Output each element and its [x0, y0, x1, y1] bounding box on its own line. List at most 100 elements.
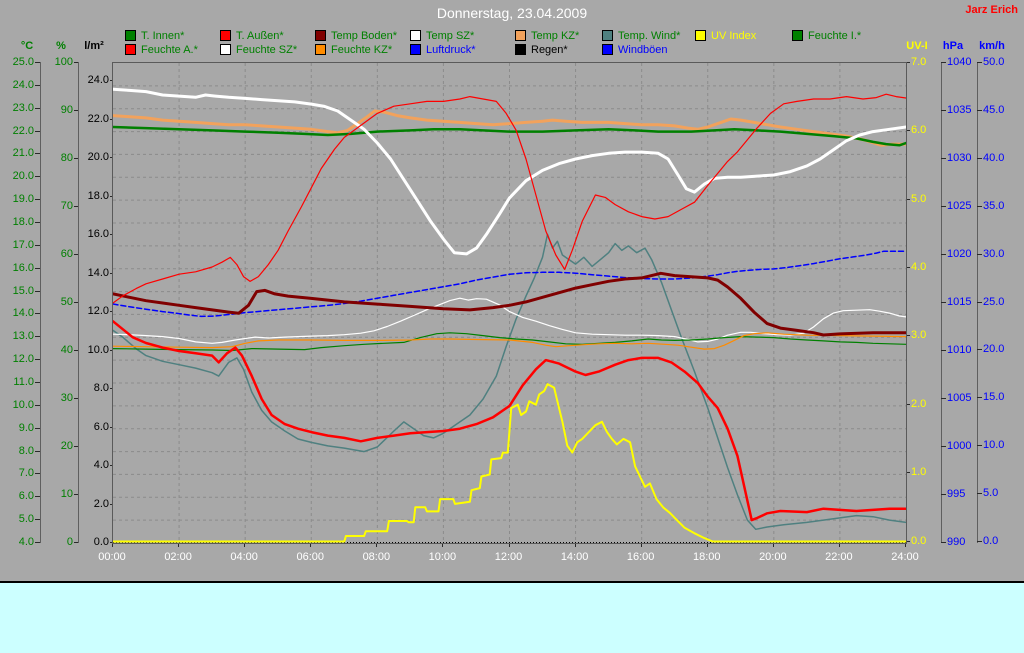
axis-tick-label: 2.0: [911, 397, 927, 410]
axis-tick: [110, 426, 113, 428]
x-axis-labels: 00:00 02:00 04:00 06:00 08:00 10:00 12:00 14:00…: [0, 549, 1024, 565]
axis-tick-label: 30: [60, 392, 73, 404]
legend-item[interactable]: Temp Boden*: [315, 29, 398, 42]
axis-tick-label: 16.0: [87, 228, 109, 240]
legend-swatch: [315, 30, 326, 41]
axis-tick: [35, 107, 40, 109]
legend-swatch: [125, 44, 136, 55]
legend-item[interactable]: Feuchte A.*: [125, 43, 198, 56]
axis-tick-label: 20: [60, 440, 73, 452]
legend-item[interactable]: UV Index: [695, 30, 756, 42]
legend-item[interactable]: Luftdruck*: [410, 43, 476, 56]
legend-swatch: [220, 30, 231, 41]
axis-tick: [906, 61, 910, 63]
x-tick: [244, 543, 246, 547]
axis-title-lm2: l/m²: [84, 40, 104, 52]
axis-tick-label: 1040: [947, 56, 972, 68]
axis-tick-label: 40.0: [983, 151, 1005, 164]
legend-label: Temp Boden*: [331, 29, 398, 42]
axis-tick: [906, 266, 910, 268]
legend-label: Luftdruck*: [426, 43, 476, 56]
axis-tick-label: 20.0: [983, 343, 1005, 356]
legend-item[interactable]: Feuchte SZ*: [220, 43, 298, 56]
axis-tick: [110, 157, 113, 158]
axis-tick-label: 35.0: [983, 199, 1005, 212]
axis-tick: [906, 198, 910, 200]
x-tick: [376, 543, 378, 547]
axis-tick-label: 22.0: [12, 124, 34, 137]
axis-tick: [941, 206, 946, 207]
axis-tick-label: 16.0: [12, 261, 34, 274]
axis-tick-label: 21.0: [12, 147, 34, 160]
axis-tick-label: 990: [947, 536, 966, 548]
axis-tick-label: 5.0: [911, 192, 927, 205]
series-feuchte-i-: [112, 332, 907, 352]
legend-item[interactable]: T. Außen*: [220, 30, 284, 42]
axis-tick-label: 1010: [947, 344, 972, 356]
axis-tick: [35, 382, 40, 383]
legend-label: Feuchte KZ*: [331, 43, 393, 56]
axis-tick: [74, 110, 78, 111]
x-tick: [178, 543, 180, 547]
legend-item[interactable]: Temp SZ*: [410, 30, 474, 42]
axis-tick-label: 6.0: [93, 420, 109, 433]
x-tick: [310, 543, 312, 547]
x-tick: [640, 543, 642, 547]
axis-tick-label: 10.0: [12, 398, 34, 411]
legend-item[interactable]: Feuchte KZ*: [315, 43, 393, 56]
legend-swatch: [792, 30, 803, 41]
axis-tick: [35, 199, 40, 201]
axis-tick: [35, 404, 40, 406]
axis-tick: [977, 109, 982, 111]
axis-tick: [977, 205, 982, 207]
x-tick-label: 08:00: [362, 551, 391, 563]
series-luftdruck-: [112, 250, 907, 318]
series-temp-sz-: [111, 87, 908, 256]
legend-item[interactable]: Windböen: [602, 44, 668, 56]
axis-tick-label: 0.0: [983, 535, 999, 547]
axis-tick: [35, 222, 40, 223]
axis-tick: [35, 290, 40, 292]
axis-tick-label: 15.0: [12, 284, 34, 297]
legend-swatch: [602, 44, 613, 55]
axis-tick: [110, 195, 113, 197]
legend-item[interactable]: Temp. Wind*: [602, 29, 681, 42]
legend-item[interactable]: T. Innen*: [125, 29, 185, 42]
axis-tick: [74, 206, 78, 207]
axis-tick-label: 70: [60, 200, 73, 212]
x-tick-label: 18:00: [692, 551, 721, 563]
legend-item[interactable]: Regen*: [515, 43, 568, 56]
axis-tick: [74, 350, 78, 351]
axis-title-pct: %: [56, 40, 66, 52]
axis-tick: [110, 80, 113, 81]
axis-tick: [906, 540, 910, 542]
axis-tick: [74, 254, 78, 255]
axis-tick-label: 1035: [947, 104, 972, 116]
legend-item[interactable]: Temp KZ*: [515, 30, 579, 42]
axis-tick: [35, 313, 40, 315]
axis-tick-label: 80: [60, 152, 73, 164]
legend-label: Temp. Wind*: [618, 29, 681, 42]
axis-tick: [110, 465, 113, 466]
axis-tick-label: 1015: [947, 296, 972, 308]
axis-title-hpa: hPa: [942, 40, 964, 52]
axis-tick: [35, 176, 40, 178]
axis-tick-label: 50.0: [983, 56, 1005, 68]
axis-tick-label: 13.0: [12, 330, 34, 343]
axis-tick: [74, 446, 78, 447]
chart-canvas[interactable]: [111, 63, 908, 543]
legend-swatch: [695, 30, 706, 41]
legend-item[interactable]: Feuchte I.*: [792, 30, 861, 42]
legend-label: Feuchte A.*: [141, 43, 198, 56]
x-tick: [574, 543, 576, 547]
legend-label: Regen*: [531, 43, 568, 56]
legend-label: Feuchte SZ*: [236, 43, 298, 56]
axis-tick-label: 8.0: [93, 382, 109, 394]
stats-table: [0, 583, 1024, 653]
axis-tick: [906, 472, 910, 474]
series-feuchte-sz-: [112, 297, 907, 344]
x-tick-label: 22:00: [825, 551, 853, 563]
axis-tick-label: 7.0: [18, 467, 34, 480]
chart-plot-area[interactable]: [111, 62, 908, 544]
legend-label: T. Innen*: [141, 29, 185, 42]
